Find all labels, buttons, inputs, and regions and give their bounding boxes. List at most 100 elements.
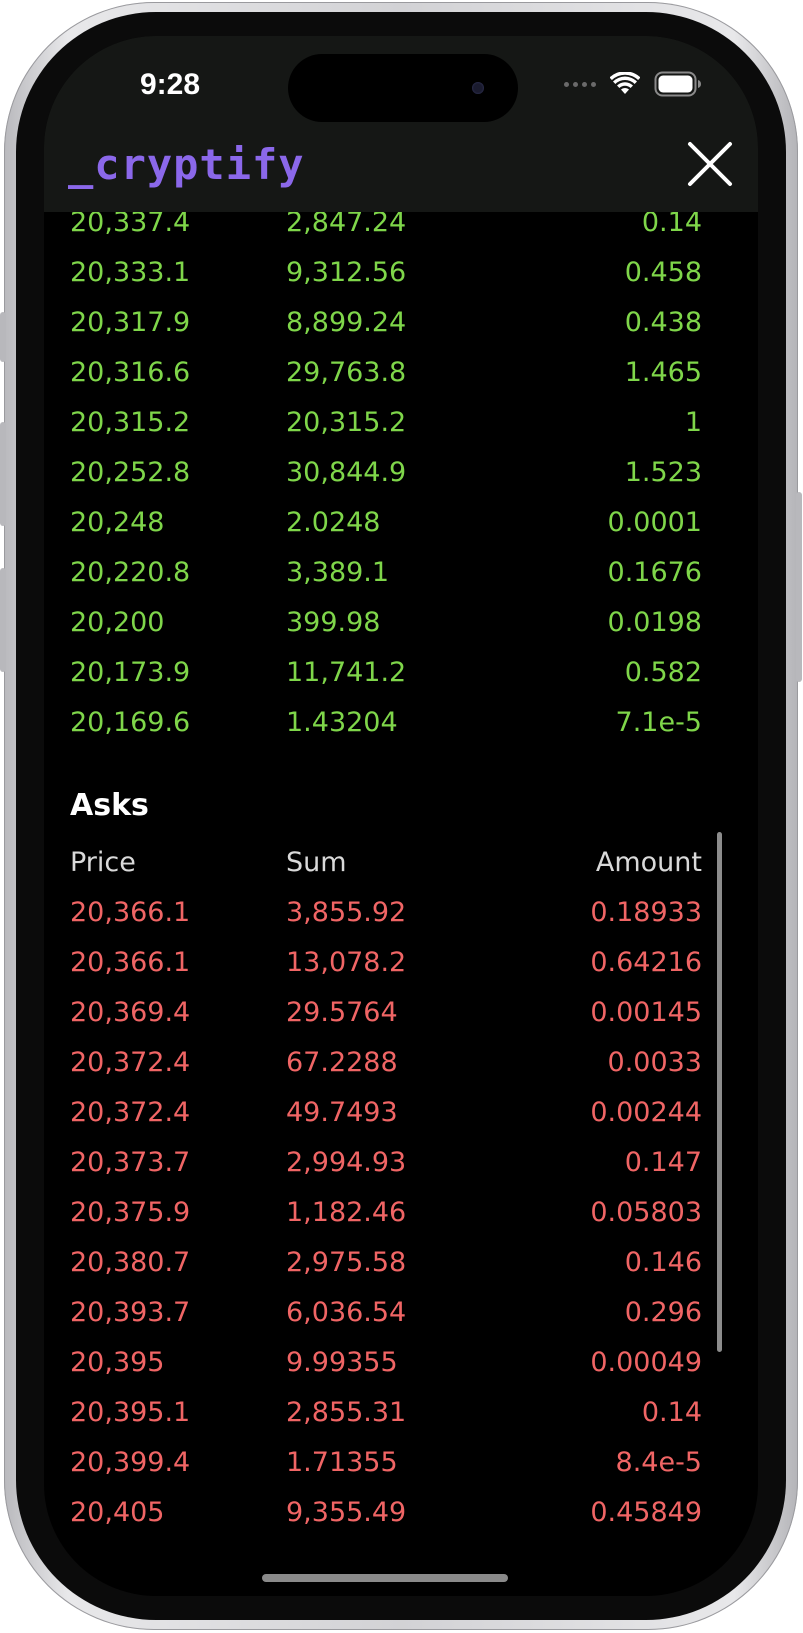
ask-sum: 1.71355	[286, 1447, 398, 1478]
bid-row: 20,169.6 1.43204 7.1e-5	[44, 698, 758, 748]
bid-price: 20,252.8	[70, 457, 191, 488]
ask-price: 20,380.7	[70, 1247, 191, 1278]
bid-row: 20,333.1 9,312.56 0.458	[44, 248, 758, 298]
bid-sum: 11,741.2	[286, 657, 407, 688]
ask-row: 20,380.7 2,975.58 0.146	[44, 1238, 758, 1288]
dynamic-island	[288, 54, 518, 122]
asks-heading: Asks	[70, 788, 149, 823]
bid-price: 20,169.6	[70, 707, 191, 738]
ask-amount: 0.147	[624, 1147, 702, 1178]
ask-sum: 13,078.2	[286, 947, 407, 978]
bid-price: 20,220.8	[70, 557, 191, 588]
bid-amount: 0.0001	[607, 507, 702, 538]
bid-row: 20,248 2.0248 0.0001	[44, 498, 758, 548]
bid-sum: 2,847.24	[286, 207, 407, 238]
app-header: 9:28 _cryptify	[44, 36, 758, 212]
ask-amount: 0.45849	[590, 1497, 702, 1528]
bid-sum: 2.0248	[286, 507, 381, 538]
ask-row: 20,373.7 2,994.93 0.147	[44, 1138, 758, 1188]
status-time: 9:28	[140, 68, 201, 101]
camera-icon	[472, 82, 484, 94]
bid-amount: 0.438	[624, 307, 702, 338]
ask-sum: 3,855.92	[286, 897, 407, 928]
bid-amount: 0.458	[624, 257, 702, 288]
ask-sum: 67.2288	[286, 1047, 398, 1078]
ask-price: 20,395.1	[70, 1397, 191, 1428]
bid-sum: 29,763.8	[286, 357, 407, 388]
ask-sum: 1,182.46	[286, 1197, 407, 1228]
home-indicator[interactable]	[262, 1574, 508, 1582]
column-header-price: Price	[70, 847, 136, 878]
ask-amount: 0.146	[624, 1247, 702, 1278]
screen: 9:28 _cryptify	[44, 36, 758, 1596]
ask-sum: 6,036.54	[286, 1297, 407, 1328]
bid-amount: 1.465	[624, 357, 702, 388]
bid-amount: 0.0198	[607, 607, 702, 638]
bid-amount: 0.14	[641, 207, 702, 238]
bid-row: 20,173.9 11,741.2 0.582	[44, 648, 758, 698]
bid-amount: 1.523	[624, 457, 702, 488]
order-book[interactable]: 20,337.4 2,847.24 0.14 20,333.1 9,312.56…	[44, 198, 758, 1596]
bid-price: 20,200	[70, 607, 165, 638]
side-button-left-2	[0, 422, 6, 526]
bid-price: 20,315.2	[70, 407, 191, 438]
side-button-right	[796, 492, 802, 682]
bid-sum: 20,315.2	[286, 407, 407, 438]
ask-price: 20,366.1	[70, 897, 191, 928]
asks-list: 20,366.1 3,855.92 0.18933 20,366.1 13,07…	[44, 888, 758, 1538]
ask-amount: 0.0033	[607, 1047, 702, 1078]
ask-amount: 0.64216	[590, 947, 702, 978]
column-header-amount: Amount	[595, 847, 702, 878]
ask-sum: 49.7493	[286, 1097, 398, 1128]
ask-amount: 0.18933	[590, 897, 702, 928]
ask-row: 20,393.7 6,036.54 0.296	[44, 1288, 758, 1338]
ask-row: 20,395 9.99355 0.00049	[44, 1338, 758, 1388]
ask-price: 20,366.1	[70, 947, 191, 978]
ask-row: 20,372.4 49.7493 0.00244	[44, 1088, 758, 1138]
ask-price: 20,395	[70, 1347, 165, 1378]
bid-sum: 3,389.1	[286, 557, 390, 588]
cellular-dots-icon	[564, 81, 596, 87]
ask-amount: 8.4e-5	[615, 1447, 702, 1478]
bid-amount: 7.1e-5	[615, 707, 702, 738]
bid-row: 20,200 399.98 0.0198	[44, 598, 758, 648]
close-icon	[688, 142, 732, 186]
ask-row: 20,399.4 1.71355 8.4e-5	[44, 1438, 758, 1488]
bid-row: 20,317.9 8,899.24 0.438	[44, 298, 758, 348]
bid-row: 20,316.6 29,763.8 1.465	[44, 348, 758, 398]
bid-price: 20,173.9	[70, 657, 191, 688]
status-icons	[564, 70, 702, 98]
side-button-left-1	[0, 312, 6, 362]
ask-sum: 2,855.31	[286, 1397, 407, 1428]
bid-price: 20,317.9	[70, 307, 191, 338]
ask-amount: 0.00145	[590, 997, 702, 1028]
ask-price: 20,372.4	[70, 1097, 191, 1128]
ask-price: 20,399.4	[70, 1447, 191, 1478]
ask-row: 20,372.4 67.2288 0.0033	[44, 1038, 758, 1088]
close-button[interactable]	[686, 140, 734, 188]
bid-row: 20,315.2 20,315.2 1	[44, 398, 758, 448]
app-logo: _cryptify	[68, 140, 305, 189]
bid-sum: 9,312.56	[286, 257, 407, 288]
bid-row: 20,220.8 3,389.1 0.1676	[44, 548, 758, 598]
wifi-icon	[610, 72, 640, 94]
ask-sum: 2,994.93	[286, 1147, 407, 1178]
bid-sum: 399.98	[286, 607, 381, 638]
bid-price: 20,316.6	[70, 357, 191, 388]
ask-sum: 9,355.49	[286, 1497, 407, 1528]
ask-price: 20,373.7	[70, 1147, 191, 1178]
ask-row: 20,366.1 3,855.92 0.18933	[44, 888, 758, 938]
ask-amount: 0.05803	[590, 1197, 702, 1228]
ask-sum: 29.5764	[286, 997, 398, 1028]
bid-price: 20,248	[70, 507, 165, 538]
bids-list: 20,337.4 2,847.24 0.14 20,333.1 9,312.56…	[44, 198, 758, 748]
bid-amount: 0.1676	[607, 557, 702, 588]
ask-price: 20,405	[70, 1497, 165, 1528]
bid-amount: 0.582	[624, 657, 702, 688]
ask-amount: 0.00049	[590, 1347, 702, 1378]
bid-sum: 8,899.24	[286, 307, 407, 338]
ask-sum: 9.99355	[286, 1347, 398, 1378]
ask-amount: 0.14	[641, 1397, 702, 1428]
side-button-left-3	[0, 568, 6, 672]
scrollbar[interactable]	[717, 832, 722, 1352]
